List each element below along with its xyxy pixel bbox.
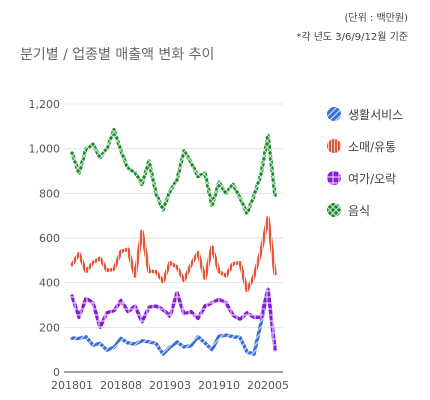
x-tick-label: 201801 [51, 379, 93, 392]
y-tick-label: 1,200 [29, 98, 61, 111]
y-tick-label: 200 [39, 321, 60, 334]
x-tick-label: 201910 [198, 379, 240, 392]
y-tick-label: 600 [39, 232, 60, 245]
legend-label: 소매/유통 [348, 140, 396, 154]
basis-note: *각 년도 3/6/9/12월 기준 [296, 31, 408, 43]
series-lines [70, 127, 277, 356]
y-tick-label: 400 [39, 277, 60, 290]
y-tick-label: 800 [39, 187, 60, 200]
y-tick-label: 1,000 [29, 143, 61, 156]
legend-label: 음식 [348, 204, 370, 218]
x-axis-ticks: 201801 201808 201903 201910 202005 [51, 379, 289, 392]
unit-note: (단위 : 백만원) [344, 11, 408, 24]
series-line [70, 287, 277, 352]
legend-marker [327, 171, 341, 185]
y-axis-ticks: 0 200 400 600 800 1,000 1,200 [29, 98, 61, 379]
series-line [70, 127, 277, 216]
legend-label: 생활서비스 [348, 108, 403, 122]
x-tick-label: 201903 [149, 379, 191, 392]
legend-marker [327, 203, 341, 217]
legend-marker [327, 107, 341, 121]
x-tick-label: 202005 [247, 379, 289, 392]
series-line [70, 287, 277, 356]
grid-lines [64, 103, 283, 373]
legend-marker [327, 139, 341, 153]
legend-label: 여가/오락 [348, 172, 396, 186]
chart-title: 분기별 / 업종별 매출액 변화 추이 [20, 47, 214, 63]
x-tick-label: 201808 [100, 379, 142, 392]
series-line [70, 216, 277, 293]
y-tick-label: 0 [53, 366, 60, 379]
